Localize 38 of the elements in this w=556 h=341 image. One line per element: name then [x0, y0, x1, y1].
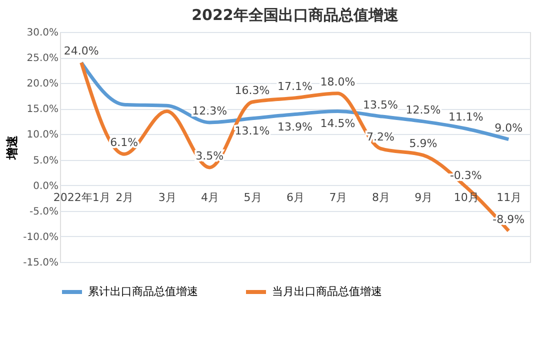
x-tick-label: 7月 [329, 190, 348, 204]
x-tick-label: 3月 [158, 190, 176, 204]
y-tick-label: 15.0% [26, 104, 58, 116]
data-label: 13.1% [234, 124, 270, 138]
data-label: 9.0% [494, 121, 523, 134]
x-tick-label: 2022年1月 [53, 190, 110, 204]
y-axis-title: 增速 [5, 134, 20, 160]
data-label: 13.5% [362, 98, 398, 112]
data-label: 24.0% [64, 44, 99, 58]
x-tick-label: 6月 [286, 190, 304, 204]
y-tick-label: 20.0% [26, 78, 58, 90]
data-label: 14.5% [320, 117, 356, 130]
y-tick-label: 5.0% [33, 155, 58, 166]
y-tick-label: -15.0% [23, 258, 58, 268]
x-tick-label: 9月 [414, 190, 433, 204]
x-tick-label: 8月 [372, 190, 390, 204]
data-label: 11.1% [448, 110, 484, 124]
data-label: 13.9% [278, 120, 312, 134]
data-label: 16.3% [234, 84, 270, 98]
x-tick-label: 4月 [201, 190, 220, 204]
y-tick-label: 25.0% [26, 53, 58, 64]
chart-title: 2022年全国出口商品总值增速 [192, 6, 400, 24]
y-tick-label: 0.0% [33, 180, 58, 192]
x-tick-label: 2月 [116, 190, 134, 204]
y-tick-label: 30.0% [26, 28, 58, 38]
data-label: 17.1% [278, 80, 312, 93]
x-tick-label: 11月 [496, 190, 522, 204]
y-tick-label: 10.0% [26, 130, 58, 141]
x-tick-label: 10月 [454, 190, 479, 204]
y-tick-label: -5.0% [29, 206, 58, 218]
legend-label: 累计出口商品总值增速 [88, 285, 198, 298]
data-label: 12.3% [192, 104, 228, 118]
data-label: 5.9% [409, 137, 438, 150]
legend-label: 当月出口商品总值增速 [272, 285, 382, 298]
x-tick-label: 5月 [244, 190, 262, 204]
data-label: 12.5% [406, 103, 441, 116]
data-label: 18.0% [320, 75, 356, 88]
y-tick-label: -10.0% [23, 232, 58, 243]
